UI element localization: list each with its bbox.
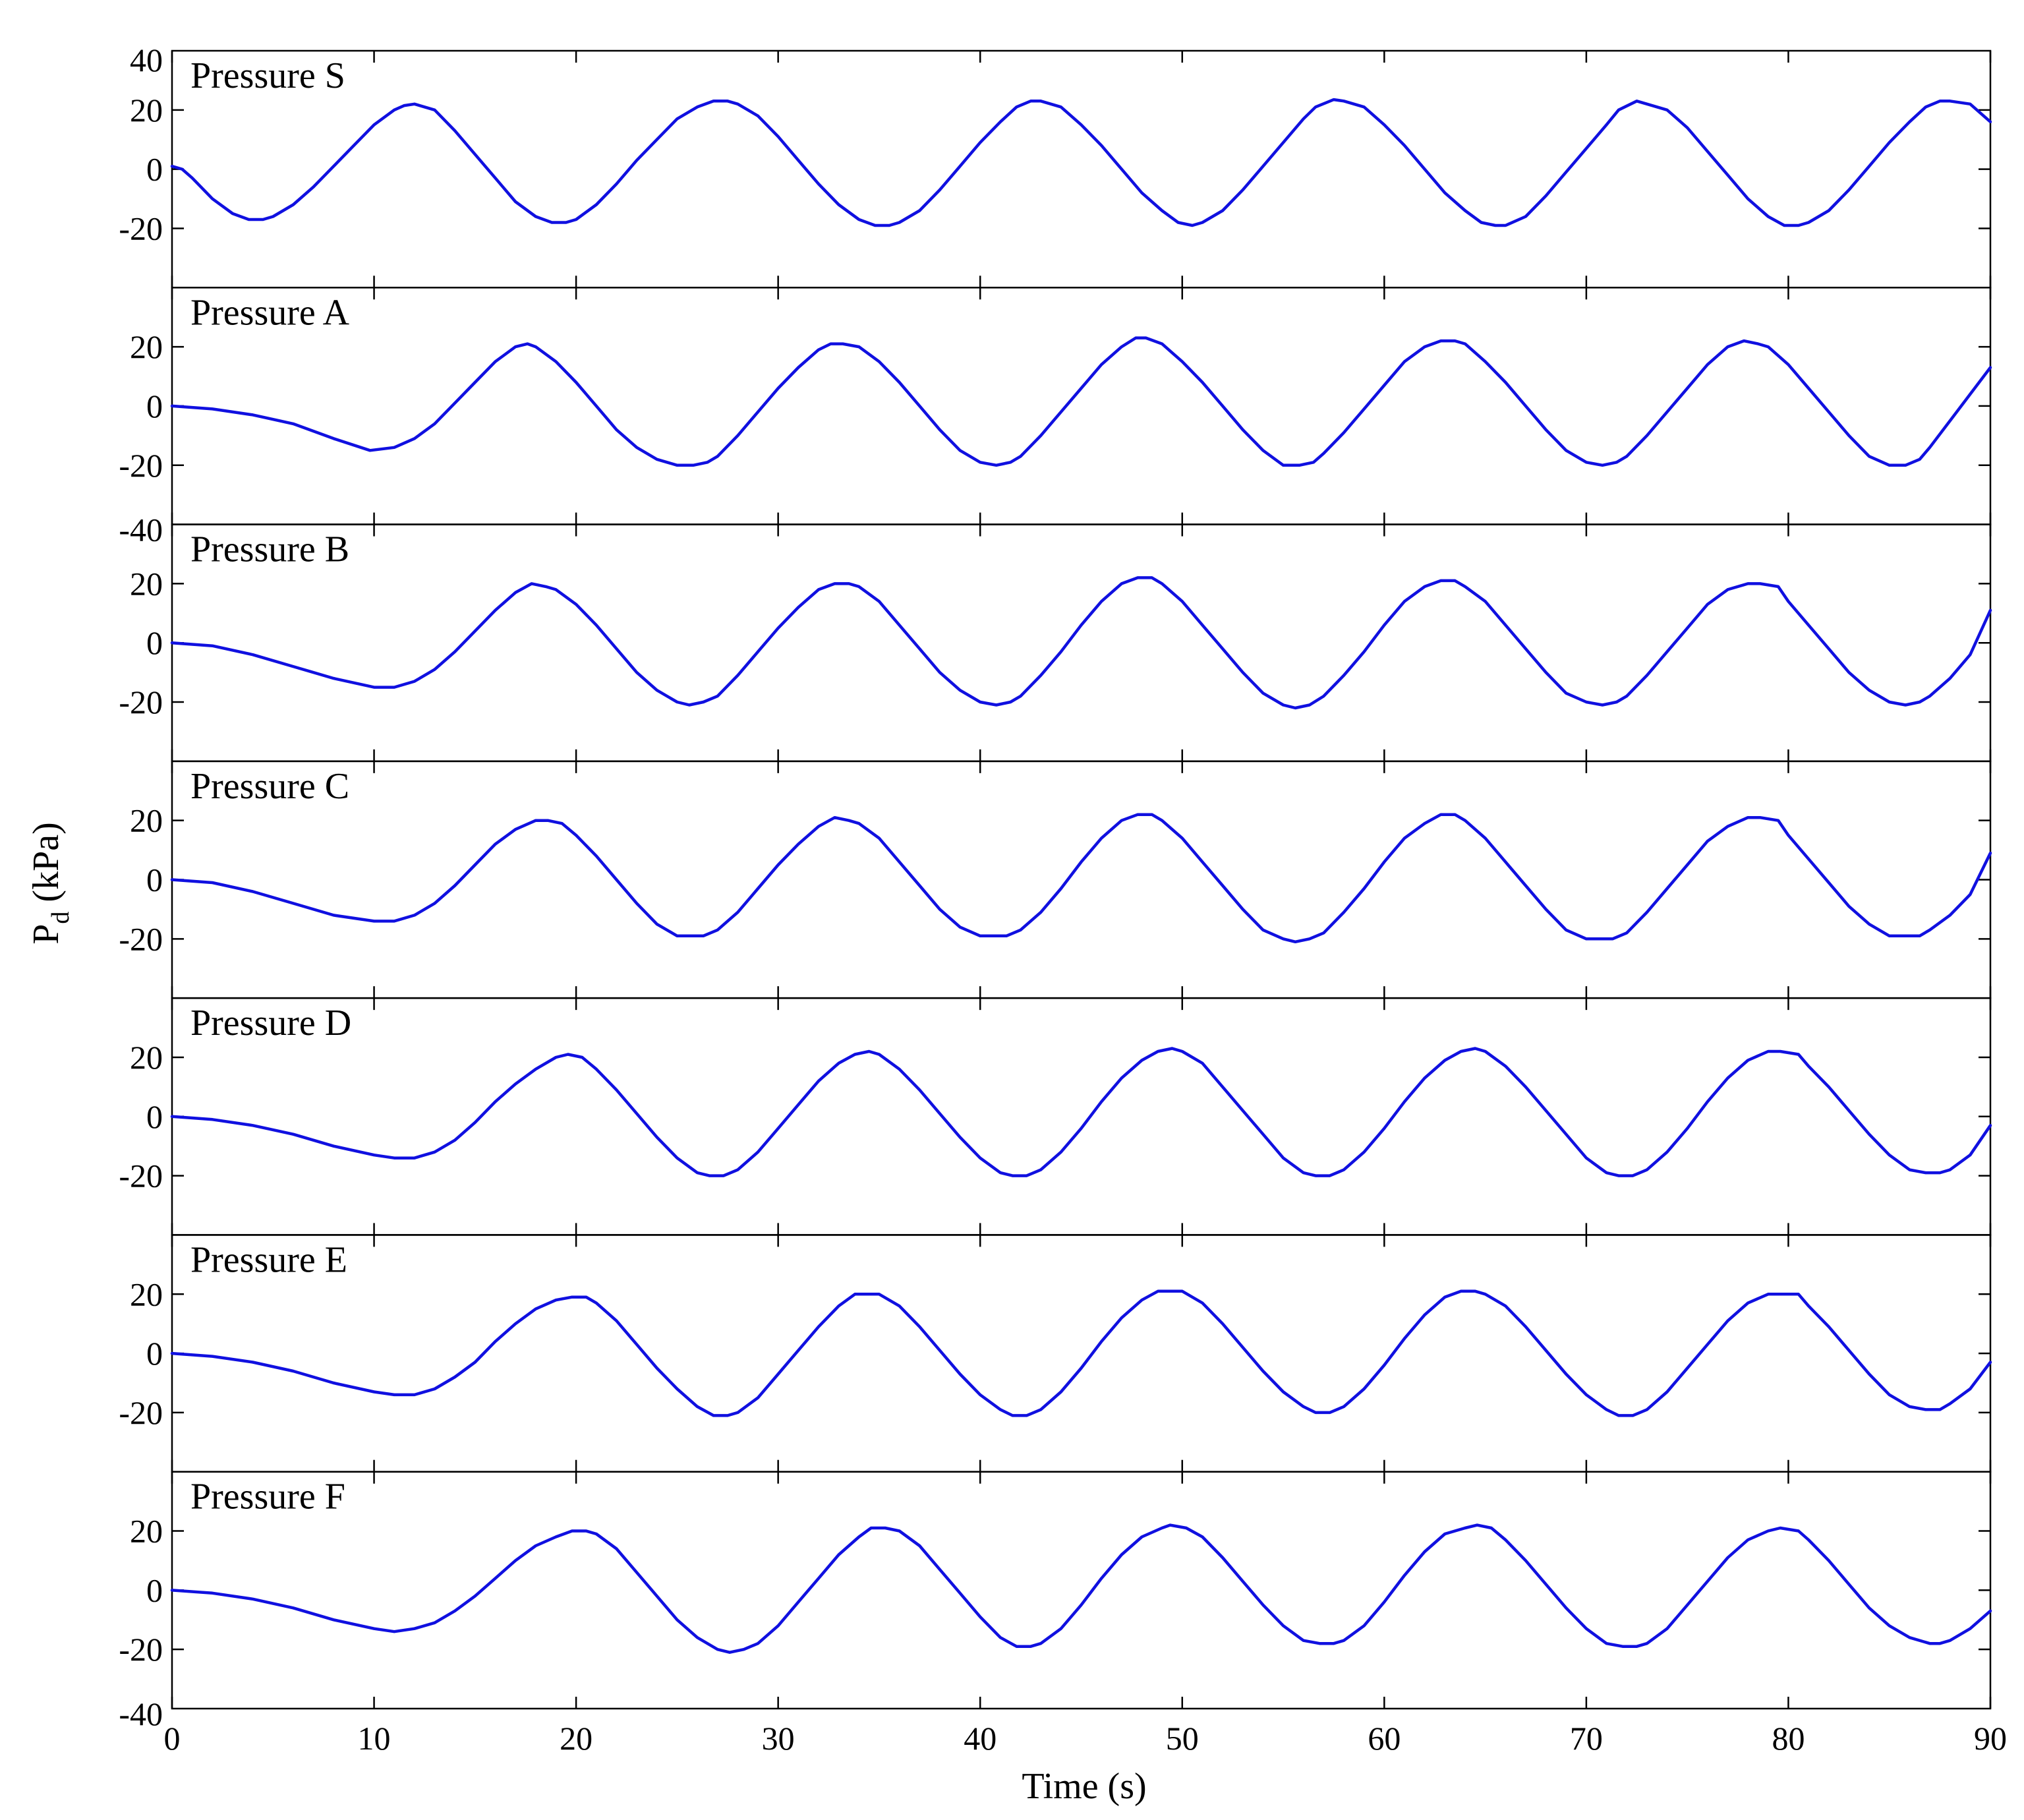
panel-3: 20 0 -20 Pressure B [119, 523, 1992, 763]
panel-frame [171, 523, 1992, 763]
panels: 40 20 0 -20 Pressure S 20 0 -20 -40 Pressure A 20 0… [119, 42, 1992, 1732]
panel-label: Pressure F [190, 1477, 345, 1517]
y-tick-label: -20 [119, 920, 163, 957]
y-tick-label: 20 [130, 1039, 163, 1076]
y-tick-label: 20 [130, 1513, 163, 1550]
series-line [170, 576, 1992, 710]
y-tick-label: 0 [146, 1098, 163, 1135]
series-line [170, 1047, 1992, 1177]
series-line [170, 813, 1992, 944]
x-axis-label: Time (s) [1022, 1766, 1146, 1807]
y-tick-label: -20 [119, 210, 163, 247]
y-tick-label: 0 [146, 151, 163, 188]
y-tick-label: 0 [146, 624, 163, 661]
x-tick-label: 20 [560, 1720, 593, 1757]
y-axis-label-subscript: d [47, 912, 74, 924]
y-tick-label: -20 [119, 1158, 163, 1194]
panel-label: Pressure C [190, 766, 349, 807]
y-tick-label: 0 [146, 862, 163, 898]
y-tick-label: 20 [130, 328, 163, 365]
y-tick-label: 40 [130, 42, 163, 78]
y-tick-label: 20 [130, 802, 163, 839]
panel-frame [171, 760, 1992, 999]
panel-label: Pressure A [190, 292, 350, 333]
y-axis-label-main: P [26, 924, 67, 945]
y-tick-label: -20 [119, 684, 163, 720]
x-tick-label: 70 [1570, 1720, 1603, 1757]
panel-frame [171, 1234, 1992, 1473]
panel-frame [171, 997, 1992, 1236]
panel-4: 20 0 -20 Pressure C [119, 760, 1992, 999]
y-axis-label: Pd (kPa) [26, 822, 74, 944]
x-tick-label: 0 [164, 1720, 181, 1757]
x-tick-label: 60 [1368, 1720, 1401, 1757]
y-axis-label-unit: (kPa) [26, 822, 67, 911]
series-line [170, 1289, 1992, 1417]
y-tick-label: 0 [146, 1335, 163, 1372]
panel-1: 40 20 0 -20 Pressure S [119, 42, 1992, 289]
y-tick-label: 20 [130, 565, 163, 602]
series-line [170, 1523, 1992, 1654]
y-tick-label: 20 [130, 1276, 163, 1312]
panel-label: Pressure D [190, 1003, 351, 1043]
y-tick-label: -20 [119, 1631, 163, 1668]
panel-label: Pressure S [190, 55, 345, 96]
x-tick-labels: 0 10 20 30 40 50 60 70 80 90 [164, 1720, 2008, 1757]
y-tick-label: 0 [146, 1571, 163, 1608]
panel-label: Pressure B [190, 529, 349, 570]
panel-frame [171, 1471, 1992, 1710]
y-tick-label: -40 [119, 512, 163, 548]
y-tick-label: -40 [119, 1695, 163, 1732]
x-tick-label: 10 [358, 1720, 391, 1757]
x-tick-label: 30 [762, 1720, 795, 1757]
panel-label: Pressure E [190, 1239, 347, 1280]
y-tick-label: -20 [119, 447, 163, 484]
y-tick-label: 20 [130, 92, 163, 129]
x-tick-label: 80 [1772, 1720, 1805, 1757]
y-tick-label: -20 [119, 1394, 163, 1431]
panel-frame [171, 49, 1992, 289]
panel-6: 20 0 -20 Pressure E [119, 1234, 1992, 1473]
panel-7: 20 0 -20 -40 Pressure F [119, 1471, 1992, 1732]
series-line [170, 98, 1992, 227]
y-tick-label: 0 [146, 388, 163, 425]
panel-2: 20 0 -20 -40 Pressure A [119, 287, 1992, 548]
panel-frame [171, 287, 1992, 525]
panel-5: 20 0 -20 Pressure D [119, 997, 1992, 1236]
x-tick-label: 50 [1166, 1720, 1199, 1757]
x-tick-label: 90 [1974, 1720, 2007, 1757]
series-line [170, 336, 1992, 467]
x-tick-label: 40 [964, 1720, 997, 1757]
